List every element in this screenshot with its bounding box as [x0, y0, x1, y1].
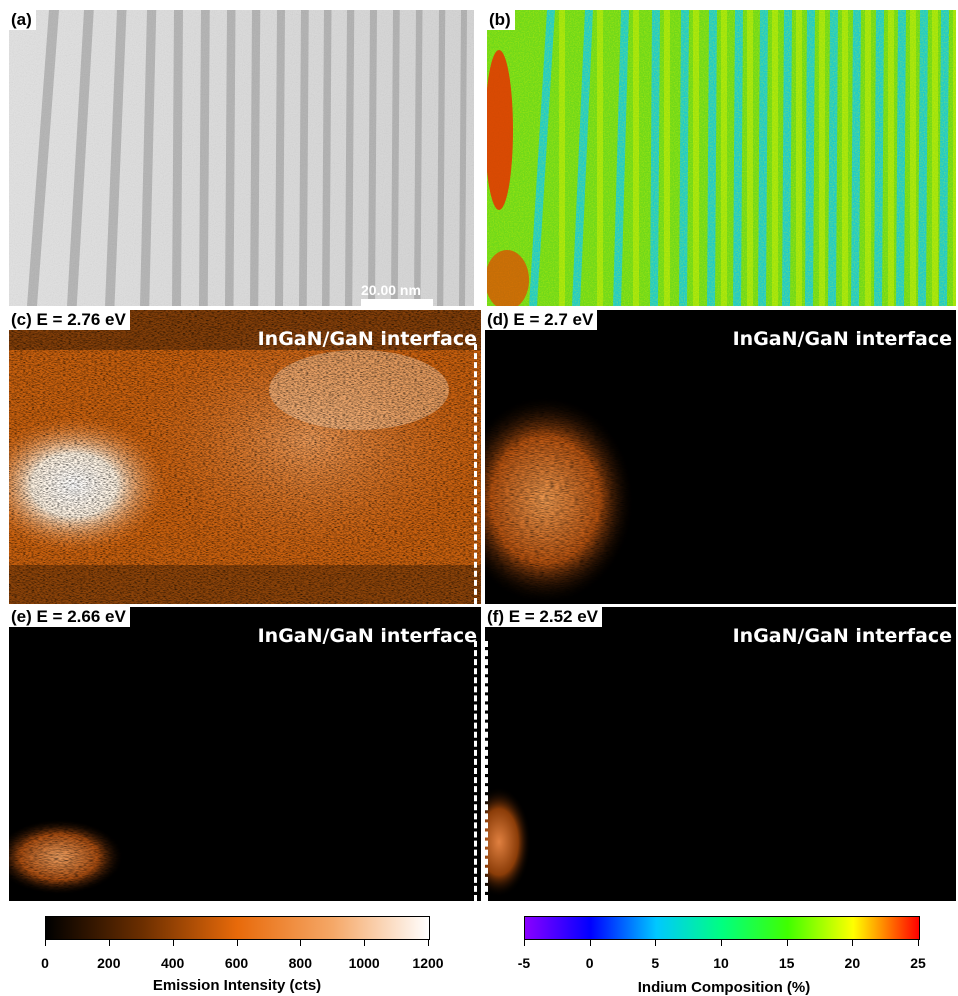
indium-tick-mark	[721, 940, 722, 946]
panel-e-emission-map: (e) E = 2.66 eV InGaN/GaN interface	[9, 607, 481, 901]
panel-a-stem-image: (a) 20.00 nm	[9, 10, 474, 306]
interface-label-f: InGaN/GaN interface	[732, 625, 952, 647]
panel-d-label: (d) E = 2.7 eV	[485, 310, 598, 330]
panel-b-indium-map: (b)	[487, 10, 956, 306]
indium-tick-label: 25	[910, 955, 926, 971]
emission-tick-label: 800	[288, 955, 313, 971]
indium-colorbar-title: Indium Composition (%)	[637, 979, 811, 996]
emission-tick-label: 600	[224, 955, 249, 971]
emission-tick-mark	[236, 940, 238, 946]
indium-tick-label: 5	[651, 955, 660, 971]
emission-tick-label: 1000	[348, 955, 380, 971]
indium-tick-label: 20	[844, 955, 861, 971]
emission-colorbar-title: Emission Intensity (cts)	[152, 977, 322, 994]
emission-tick-label: 200	[97, 955, 121, 971]
emission-map-d	[485, 310, 956, 604]
emission-tick-mark	[364, 940, 366, 946]
emission-map-e	[9, 607, 481, 901]
emission-tick-mark	[300, 940, 302, 946]
emission-colorbar-ticks: 0 200 400 600 800 1000 1200	[41, 940, 444, 971]
interface-label-c: InGaN/GaN interface	[257, 328, 477, 350]
panel-c-label: (c) E = 2.76 eV	[9, 310, 130, 330]
emission-tick-mark	[428, 940, 429, 946]
indium-tick-mark	[786, 940, 788, 946]
indium-tick-mark	[852, 940, 854, 946]
emission-tick-mark	[108, 940, 110, 946]
indium-tick-label: 0	[585, 955, 594, 971]
panel-c-emission-map: (c) E = 2.76 eV InGaN/GaN interface	[9, 310, 481, 604]
emission-tick-label: 0	[41, 955, 49, 971]
panel-e-label: (e) E = 2.66 eV	[9, 607, 130, 627]
scale-bar	[361, 299, 433, 306]
panel-a-label: (a)	[9, 10, 36, 30]
indium-tick-mark	[918, 940, 919, 946]
emission-tick-label: 1200	[412, 955, 444, 971]
emission-map-c	[9, 310, 481, 604]
panel-b-label: (b)	[487, 10, 515, 30]
interface-label-d: InGaN/GaN interface	[732, 328, 952, 350]
emission-tick-label: 400	[160, 955, 185, 971]
emission-tick-mark	[45, 940, 46, 946]
indium-tick-mark	[524, 940, 525, 946]
panel-f-emission-map: (f) E = 2.52 eV InGaN/GaN interface	[485, 607, 956, 901]
interface-line-c	[474, 344, 477, 604]
indium-tick-label: -5	[517, 955, 531, 971]
interface-line-e	[474, 641, 477, 901]
indium-tick-mark	[589, 940, 591, 946]
indium-colorbar-ticks: -5 0 5 10 15 20 25	[518, 940, 926, 971]
panel-f-label: (f) E = 2.52 eV	[485, 607, 603, 627]
indium-tick-mark	[655, 940, 657, 946]
stem-image	[9, 10, 474, 306]
emission-tick-mark	[172, 940, 174, 946]
indium-tick-label: 15	[778, 955, 795, 971]
indium-colorbar	[524, 916, 920, 940]
panel-d-emission-map: (d) E = 2.7 eV InGaN/GaN interface	[485, 310, 956, 604]
interface-label-e: InGaN/GaN interface	[257, 625, 477, 647]
emission-colorbar	[45, 916, 430, 940]
scale-bar-label: 20.00 nm	[361, 282, 421, 298]
indium-map	[487, 10, 956, 306]
indium-tick-label: 10	[713, 955, 729, 971]
emission-map-f	[485, 607, 956, 901]
interface-line-f	[485, 641, 488, 901]
